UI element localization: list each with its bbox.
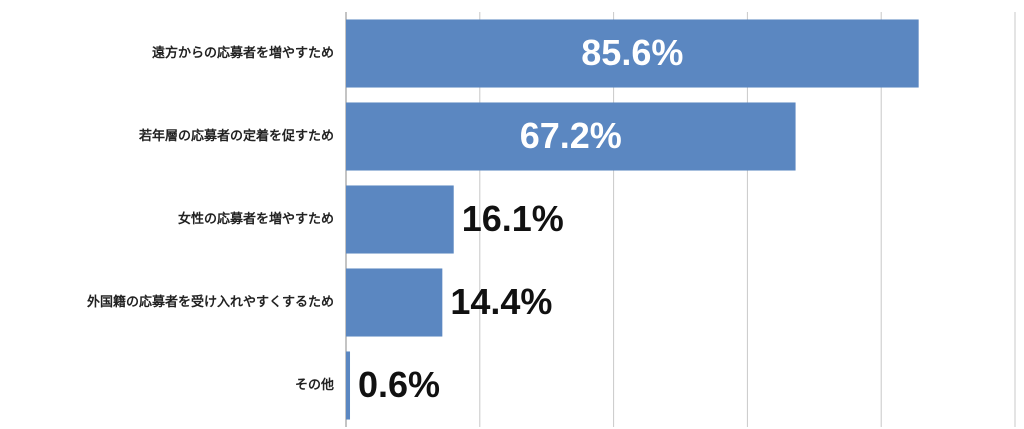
y-tick-label: 若年層の応募者の定着を促すため	[138, 128, 334, 144]
value-label: 85.6%	[581, 32, 683, 73]
bar	[346, 268, 443, 337]
y-tick-label: 外国籍の応募者を受け入れやすくするため	[86, 294, 334, 310]
value-label: 14.4%	[450, 281, 552, 322]
value-label: 67.2%	[520, 115, 622, 156]
value-label: 0.6%	[358, 364, 440, 405]
y-tick-label: 遠方からの応募者を増やすため	[152, 45, 334, 61]
bar	[346, 351, 351, 420]
y-tick-label: その他	[295, 377, 334, 393]
value-label: 16.1%	[462, 198, 564, 239]
bar	[346, 19, 919, 88]
y-tick-label: 女性の応募者を増やすため	[178, 211, 334, 227]
bar	[346, 102, 796, 171]
bar	[346, 185, 454, 254]
